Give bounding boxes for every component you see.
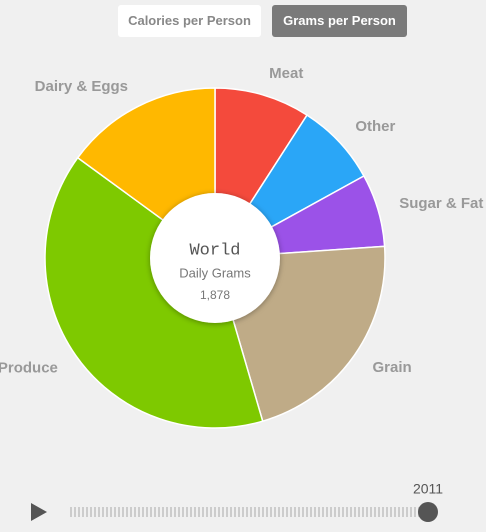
year-label: 2011 bbox=[413, 481, 443, 497]
slice-label: Sugar & Fat bbox=[399, 195, 483, 212]
play-button[interactable] bbox=[31, 503, 47, 521]
slice-label: Dairy & Eggs bbox=[35, 78, 128, 95]
center-disc bbox=[150, 193, 280, 323]
slider-knob[interactable] bbox=[418, 502, 438, 522]
slice-label: Meat bbox=[269, 65, 303, 82]
slice-label: Produce bbox=[0, 359, 58, 376]
center-total: 1,878 bbox=[200, 288, 230, 302]
calories-button[interactable]: Calories per Person bbox=[118, 5, 261, 37]
slice-label: Other bbox=[355, 118, 395, 135]
grams-button[interactable]: Grams per Person bbox=[272, 5, 407, 37]
slice-label: Grain bbox=[372, 359, 411, 376]
center-title: World bbox=[189, 241, 240, 260]
center-subtitle: Daily Grams bbox=[179, 265, 251, 280]
